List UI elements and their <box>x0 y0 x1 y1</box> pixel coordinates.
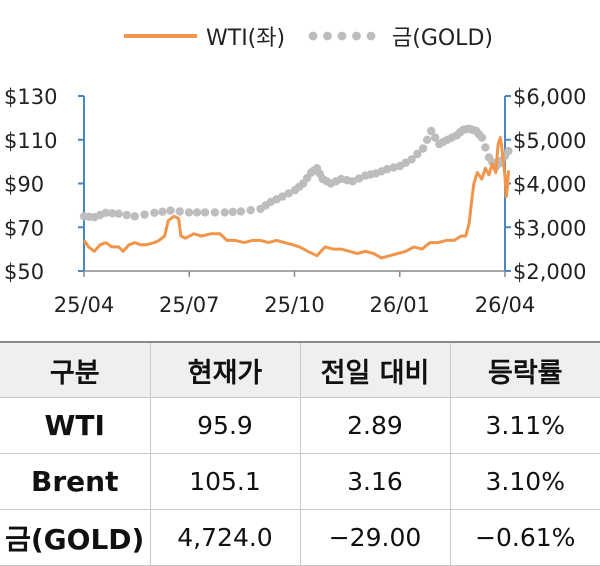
y-left-tick-label: $90 <box>4 173 44 197</box>
row-change: −29.00 <box>299 509 451 566</box>
row-price: 95.9 <box>149 397 301 454</box>
header-rate: 등락률 <box>449 341 600 398</box>
gold-point <box>192 208 202 217</box>
x-tick-label: 25/04 <box>54 293 115 317</box>
gold-point <box>383 164 392 174</box>
gold-point <box>407 155 416 164</box>
y-right-tick-label: $2,000 <box>513 260 586 284</box>
gold-point <box>278 192 287 201</box>
x-tick-label: 26/01 <box>369 293 430 317</box>
gold-point <box>166 206 175 215</box>
row-rate: 3.10% <box>449 453 600 510</box>
gold-point <box>228 207 237 217</box>
legend-swatch-gold <box>308 31 376 41</box>
gold-point <box>140 210 149 219</box>
legend-gold-dot <box>337 31 347 41</box>
price-table: 구분 현재가 전일 대비 등락률 WTI 95.9 2.89 3.11% Bre… <box>0 341 600 566</box>
y-left-tick-label: $110 <box>4 129 57 153</box>
row-price: 4,724.0 <box>149 509 301 566</box>
chart-legend: WTI(좌) 금(GOLD) <box>124 26 493 51</box>
table-row-brent: Brent 105.1 3.16 3.10% <box>0 453 600 510</box>
gold-point <box>418 144 428 153</box>
gold-point <box>422 135 432 144</box>
gold-point <box>348 177 357 186</box>
row-change: 3.16 <box>299 453 451 510</box>
x-tick-label: 25/10 <box>264 293 325 317</box>
gold-point <box>175 207 184 216</box>
row-label: WTI <box>0 397 151 454</box>
y-right-tick-label: $5,000 <box>513 129 586 153</box>
gold-point <box>130 212 139 221</box>
y-right-tick-label: $3,000 <box>513 216 586 240</box>
gold-point <box>158 207 167 216</box>
row-price: 105.1 <box>149 453 301 510</box>
gold-point <box>504 146 513 156</box>
table-row-wti: WTI 95.9 2.89 3.11% <box>0 397 600 454</box>
gold-point <box>431 133 440 142</box>
legend-label-gold: 금(GOLD) <box>392 26 493 51</box>
gold-point <box>114 209 123 218</box>
table-header-row: 구분 현재가 전일 대비 등락률 <box>0 341 600 398</box>
legend-gold-dot <box>323 31 332 41</box>
series-wti-line <box>82 136 510 260</box>
y-left-tick-label: $50 <box>4 260 44 284</box>
gold-point <box>246 206 255 215</box>
y-right-tick-label: $6,000 <box>513 85 586 109</box>
chart-axes: $130 $110 $90 $70 $50 $6,000 $5,000 $4,000 $3,00… <box>4 85 586 317</box>
gold-point <box>236 207 246 216</box>
row-label: Brent <box>0 453 151 510</box>
header-category: 구분 <box>0 341 151 398</box>
x-tick-label: 25/07 <box>159 293 220 317</box>
series-gold <box>79 124 513 222</box>
legend-gold-dot <box>366 31 376 41</box>
row-label: 금(GOLD) <box>0 509 151 566</box>
gold-point <box>184 208 194 217</box>
y-left-tick-label: $130 <box>4 85 57 109</box>
gold-point <box>210 208 220 217</box>
gold-point <box>427 126 436 136</box>
gold-point <box>150 208 159 217</box>
gold-point <box>101 208 111 217</box>
gold-point <box>477 133 487 142</box>
legend-gold-dot <box>352 31 361 41</box>
gold-point <box>354 174 364 183</box>
gold-point <box>108 209 117 218</box>
y-left-tick-label: $70 <box>4 216 44 240</box>
table-row-gold: 금(GOLD) 4,724.0 −29.00 −0.61% <box>0 509 600 566</box>
gold-point <box>284 189 293 198</box>
row-change: 2.89 <box>299 397 451 454</box>
gold-point <box>220 208 229 217</box>
header-change: 전일 대비 <box>299 341 451 398</box>
x-tick-label: 26/04 <box>475 293 536 317</box>
oil-gold-chart: WTI(좌) 금(GOLD) $130 $110 $90 $70 $50 $6,000 $5… <box>4 26 586 317</box>
gold-point <box>481 143 490 152</box>
gold-point <box>122 210 131 220</box>
y-right-tick-label: $4,000 <box>513 173 586 197</box>
gold-point <box>200 208 210 217</box>
row-rate: −0.61% <box>449 509 600 566</box>
header-price: 현재가 <box>149 341 301 398</box>
legend-gold-dot <box>308 31 318 41</box>
legend-label-wti: WTI(좌) <box>206 26 285 51</box>
gold-point <box>413 149 422 159</box>
gold-point <box>389 163 398 172</box>
row-rate: 3.11% <box>449 397 600 454</box>
